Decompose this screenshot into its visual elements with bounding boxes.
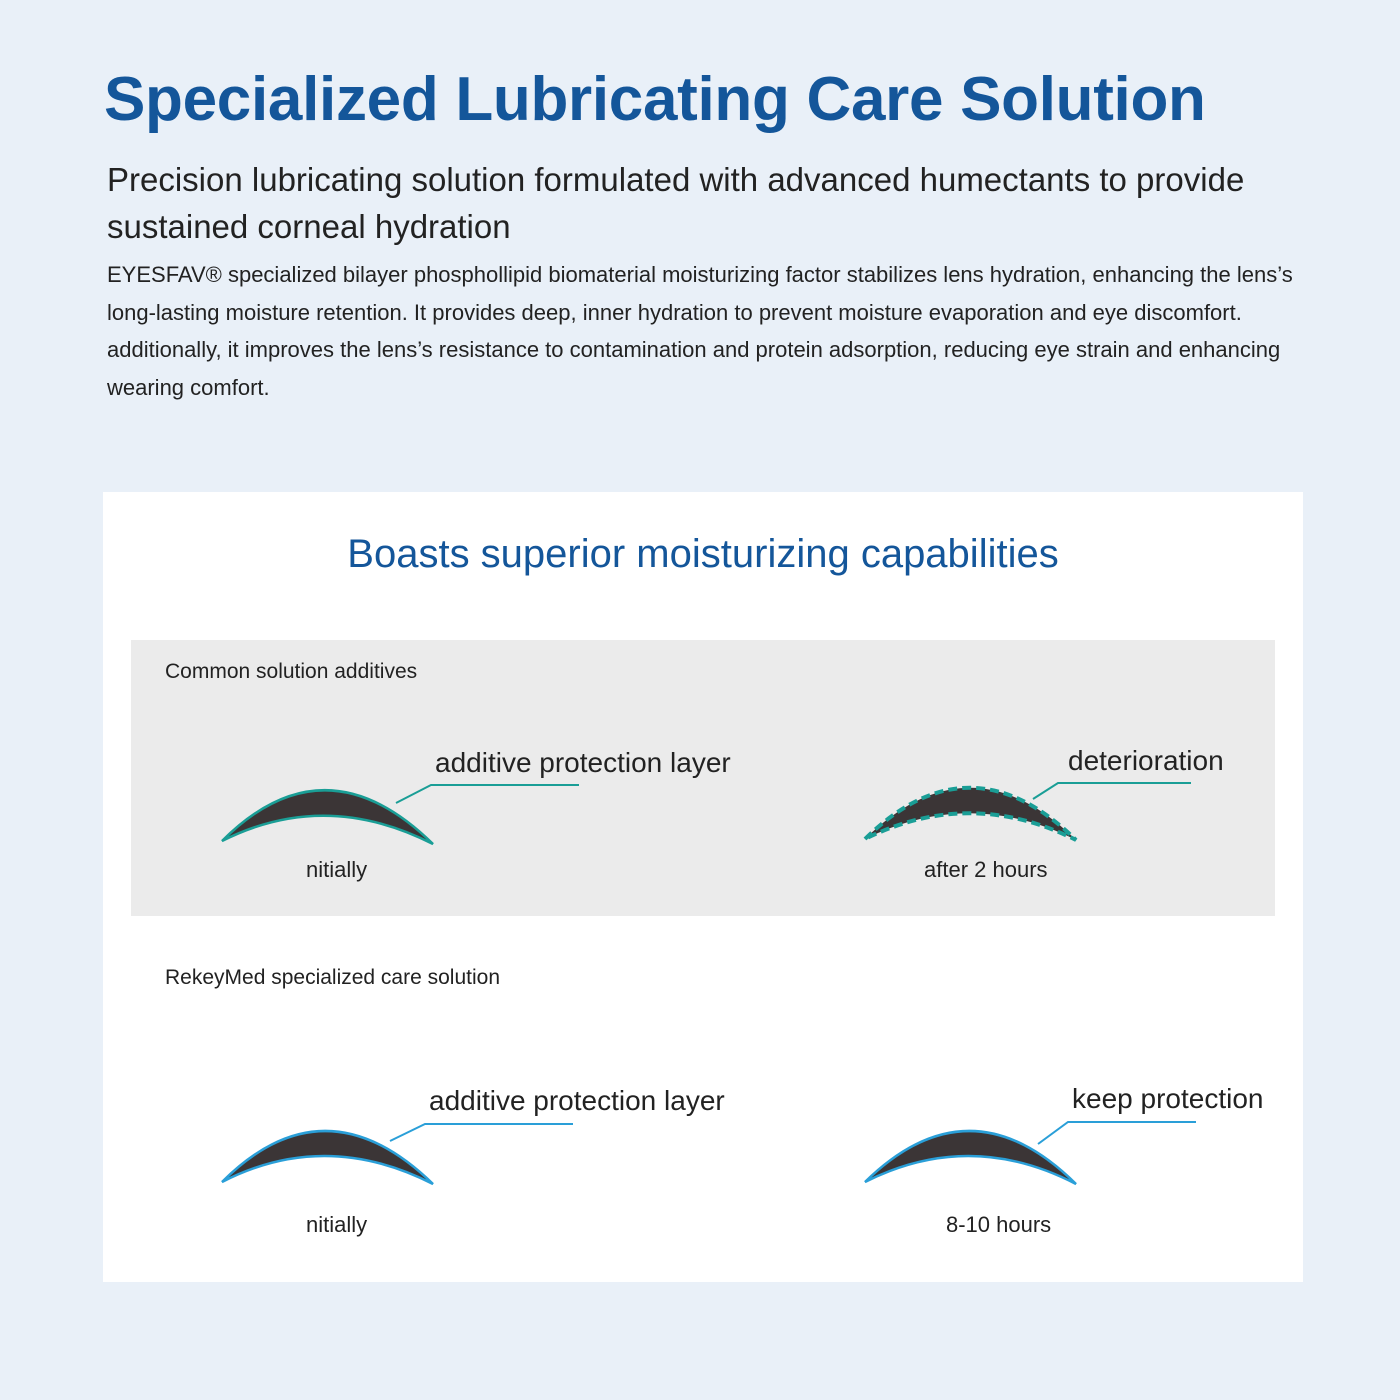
common-panel-label: Common solution additives <box>165 660 418 683</box>
card-title: Boasts superior moisturizing capabilitie… <box>347 532 1059 576</box>
lens-common-initial <box>221 784 579 846</box>
common-solution-panel <box>131 640 1275 916</box>
rekeymed-right-callout: keep protection <box>1072 1083 1264 1114</box>
common-right-callout: deterioration <box>1068 745 1224 776</box>
common-left-caption: nitially <box>306 857 368 882</box>
common-right-caption: after 2 hours <box>924 857 1048 882</box>
page-title: Specialized Lubricating Care Solution <box>104 65 1206 134</box>
lens-common-2-hours <box>863 782 1191 842</box>
comparison-card: Boasts superior moisturizing capabilitie… <box>103 492 1303 1282</box>
lens-rekeymed-8-10-hours <box>864 1121 1196 1186</box>
lens-rekeymed-initial <box>221 1123 573 1186</box>
description-paragraph: EYESFAV® specialized bilayer phosphollip… <box>107 262 1293 400</box>
rekeymed-left-caption: nitially <box>306 1212 368 1237</box>
page-header: Specialized Lubricating Care Solution Pr… <box>0 0 1400 406</box>
lens-diagrams <box>221 782 1196 1186</box>
page-subtitle: Precision lubricating solution formulate… <box>107 161 1245 245</box>
rekeymed-left-callout: additive protection layer <box>429 1085 725 1116</box>
rekeymed-panel-label: RekeyMed specialized care solution <box>165 966 501 989</box>
rekeymed-right-caption: 8-10 hours <box>946 1212 1052 1237</box>
common-left-callout: additive protection layer <box>435 747 731 778</box>
